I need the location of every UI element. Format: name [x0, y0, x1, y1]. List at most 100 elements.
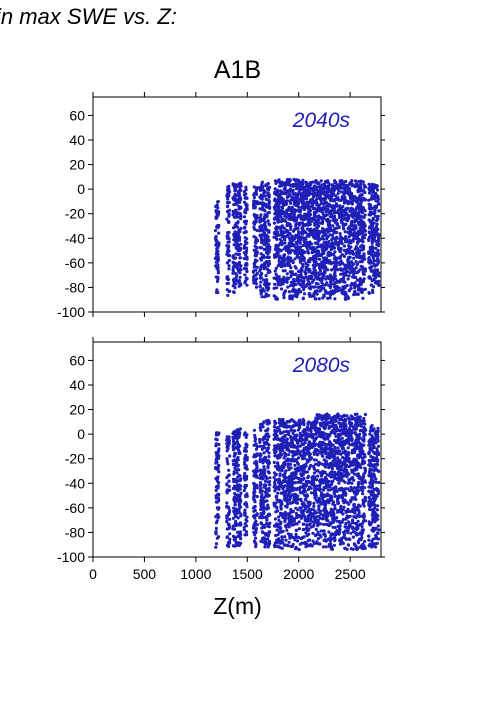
data-point: [339, 234, 343, 239]
data-point: [236, 458, 240, 462]
data-point: [226, 277, 230, 281]
data-point: [285, 437, 289, 441]
data-point: [355, 217, 359, 221]
data-point: [362, 277, 366, 281]
data-point: [314, 229, 318, 233]
data-point: [277, 537, 281, 541]
data-point: [339, 259, 343, 263]
data-point: [317, 224, 321, 228]
data-point: [216, 259, 220, 263]
data-point: [216, 516, 220, 520]
data-point: [237, 190, 241, 195]
data-point: [346, 543, 351, 547]
data-point: [293, 452, 297, 456]
data-point: [253, 433, 257, 437]
data-point: [291, 217, 295, 221]
data-point: [320, 221, 325, 225]
data-point: [235, 446, 239, 450]
data-point: [318, 278, 322, 282]
data-point: [217, 506, 221, 510]
data-point: [341, 226, 346, 231]
data-point: [252, 195, 256, 200]
data-point: [348, 201, 352, 205]
data-point: [278, 184, 282, 188]
data-point: [302, 202, 306, 206]
data-point: [376, 217, 380, 221]
data-point: [360, 220, 365, 224]
data-point: [214, 290, 219, 294]
data-point: [338, 267, 342, 271]
data-point: [346, 277, 350, 281]
data-point: [342, 209, 346, 213]
data-point: [274, 272, 278, 276]
data-point: [305, 194, 309, 198]
data-point: [243, 508, 247, 512]
data-point: [297, 287, 301, 291]
data-point: [298, 197, 302, 201]
data-point: [273, 197, 277, 201]
data-point: [258, 276, 263, 280]
data-point: [303, 223, 307, 227]
data-point: [292, 486, 296, 490]
data-point: [266, 503, 270, 507]
data-point: [281, 445, 285, 449]
data-point: [352, 256, 356, 260]
data-point: [352, 213, 356, 217]
data-point: [280, 468, 284, 473]
data-point: [306, 223, 310, 227]
data-point: [302, 194, 306, 199]
data-point: [312, 452, 316, 456]
data-point: [302, 422, 306, 426]
data-point: [255, 265, 259, 269]
data-point: [361, 228, 365, 232]
data-point: [298, 542, 302, 546]
data-point: [339, 190, 343, 194]
data-point: [324, 228, 329, 232]
data-point: [274, 245, 278, 249]
data-point: [328, 296, 332, 300]
data-point: [263, 468, 267, 472]
data-point: [275, 225, 279, 229]
data-point: [308, 201, 312, 205]
data-point: [351, 233, 355, 237]
data-point: [376, 261, 380, 265]
data-point: [359, 283, 363, 287]
data-point: [289, 201, 293, 205]
data-point: [262, 267, 266, 271]
data-point: [274, 234, 278, 238]
data-point: [311, 250, 315, 254]
data-point: [290, 195, 294, 199]
data-point: [279, 507, 283, 511]
data-point: [244, 493, 248, 497]
data-point: [215, 210, 220, 215]
data-point: [306, 248, 310, 252]
data-point: [237, 468, 241, 472]
data-point: [296, 428, 300, 432]
data-point: [231, 255, 235, 259]
data-point: [258, 440, 262, 444]
data-point: [294, 545, 298, 549]
data-point: [242, 433, 246, 437]
data-point: [254, 530, 258, 535]
data-point: [307, 190, 311, 194]
data-point: [278, 194, 282, 198]
data-point: [282, 474, 286, 479]
data-point: [299, 472, 303, 476]
data-point: [259, 280, 263, 284]
data-point: [252, 199, 256, 203]
data-point: [227, 184, 231, 188]
data-point: [243, 471, 247, 476]
data-point: [327, 181, 331, 185]
data-point: [294, 535, 298, 539]
data-point: [284, 496, 288, 500]
data-point: [332, 198, 336, 202]
data-point: [295, 208, 300, 212]
data-point: [242, 193, 246, 197]
data-point: [299, 497, 303, 501]
data-point: [273, 269, 277, 273]
data-point: [356, 288, 360, 292]
data-point: [264, 233, 269, 237]
data-point: [236, 220, 240, 224]
data-point: [313, 268, 317, 273]
